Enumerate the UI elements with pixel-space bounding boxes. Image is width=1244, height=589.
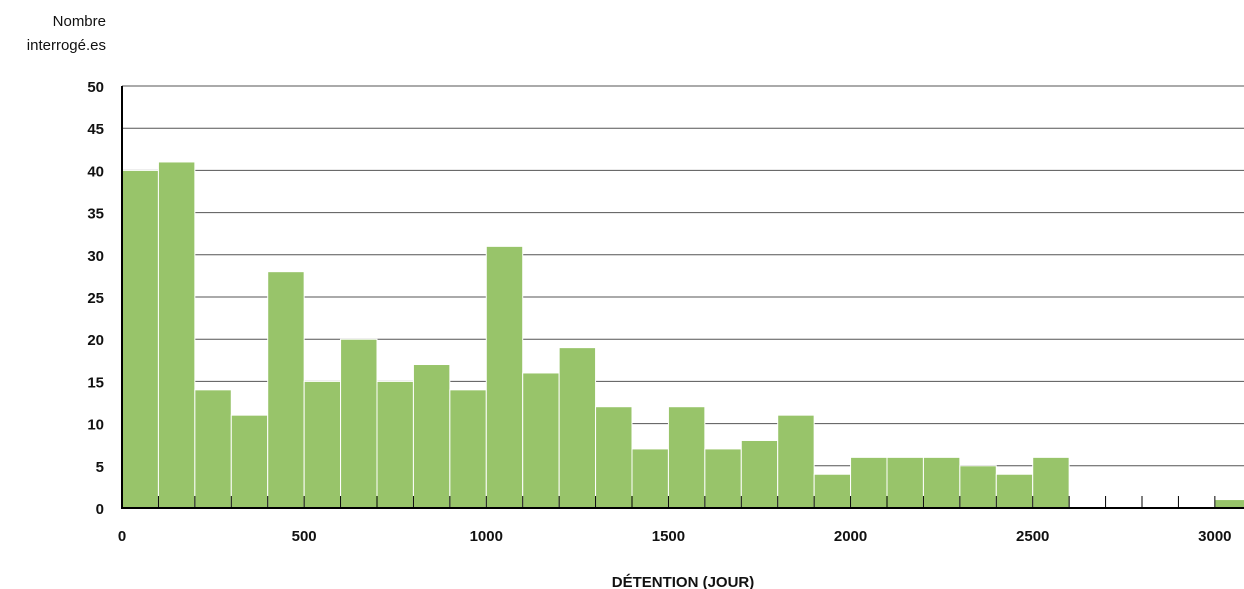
bar <box>922 456 961 509</box>
y-tick-label: 5 <box>96 459 104 476</box>
y-tick-label: 0 <box>96 501 104 518</box>
y-axis-label-line1: Nombre <box>53 13 106 30</box>
bar <box>850 456 888 509</box>
x-tick-label: 1000 <box>470 528 503 545</box>
bar <box>121 169 159 509</box>
bar <box>194 389 232 509</box>
y-tick-label: 35 <box>87 206 104 223</box>
bar <box>813 473 852 509</box>
bar <box>157 161 196 509</box>
bar <box>522 372 560 509</box>
y-tick-label: 40 <box>87 163 104 180</box>
y-tick-label: 45 <box>87 121 104 138</box>
bar <box>558 347 597 509</box>
bar <box>230 414 269 509</box>
axes <box>121 86 1244 509</box>
bar <box>412 364 451 509</box>
bar <box>485 245 524 509</box>
x-axis-label: DÉTENTION (JOUR) <box>612 574 755 589</box>
x-tick-label: 2500 <box>1016 528 1049 545</box>
y-tick-label: 25 <box>87 290 104 307</box>
bar <box>303 380 342 509</box>
bar <box>376 380 414 509</box>
bar <box>595 406 633 509</box>
bar <box>667 406 706 509</box>
x-tick-labels: 0 500 1000 1500 2000 2500 3000 <box>118 528 1232 545</box>
y-tick-label: 10 <box>87 417 104 434</box>
bars <box>121 161 1244 509</box>
bar <box>340 338 378 509</box>
bar <box>704 448 742 509</box>
y-tick-labels: 0 5 10 15 20 25 30 35 40 45 50 <box>87 79 104 518</box>
bar <box>631 448 669 509</box>
y-tick-label: 50 <box>87 79 104 96</box>
x-tick-label: 0 <box>118 528 126 545</box>
y-axis-label-line2: interrogé.es <box>27 37 106 54</box>
bar <box>1214 499 1244 509</box>
x-tick-label: 500 <box>292 528 317 545</box>
bar <box>267 271 305 509</box>
bar <box>995 473 1034 509</box>
y-tick-label: 30 <box>87 248 104 265</box>
bar <box>449 389 487 509</box>
x-tick-label: 1500 <box>652 528 685 545</box>
y-tick-label: 20 <box>87 332 104 349</box>
y-tick-label: 15 <box>87 374 104 391</box>
bar <box>959 465 997 509</box>
bar <box>1032 456 1070 509</box>
bar <box>740 439 779 509</box>
x-tick-label: 3000 <box>1198 528 1231 545</box>
bar <box>777 414 815 509</box>
x-tick-label: 2000 <box>834 528 867 545</box>
bar <box>886 456 924 509</box>
